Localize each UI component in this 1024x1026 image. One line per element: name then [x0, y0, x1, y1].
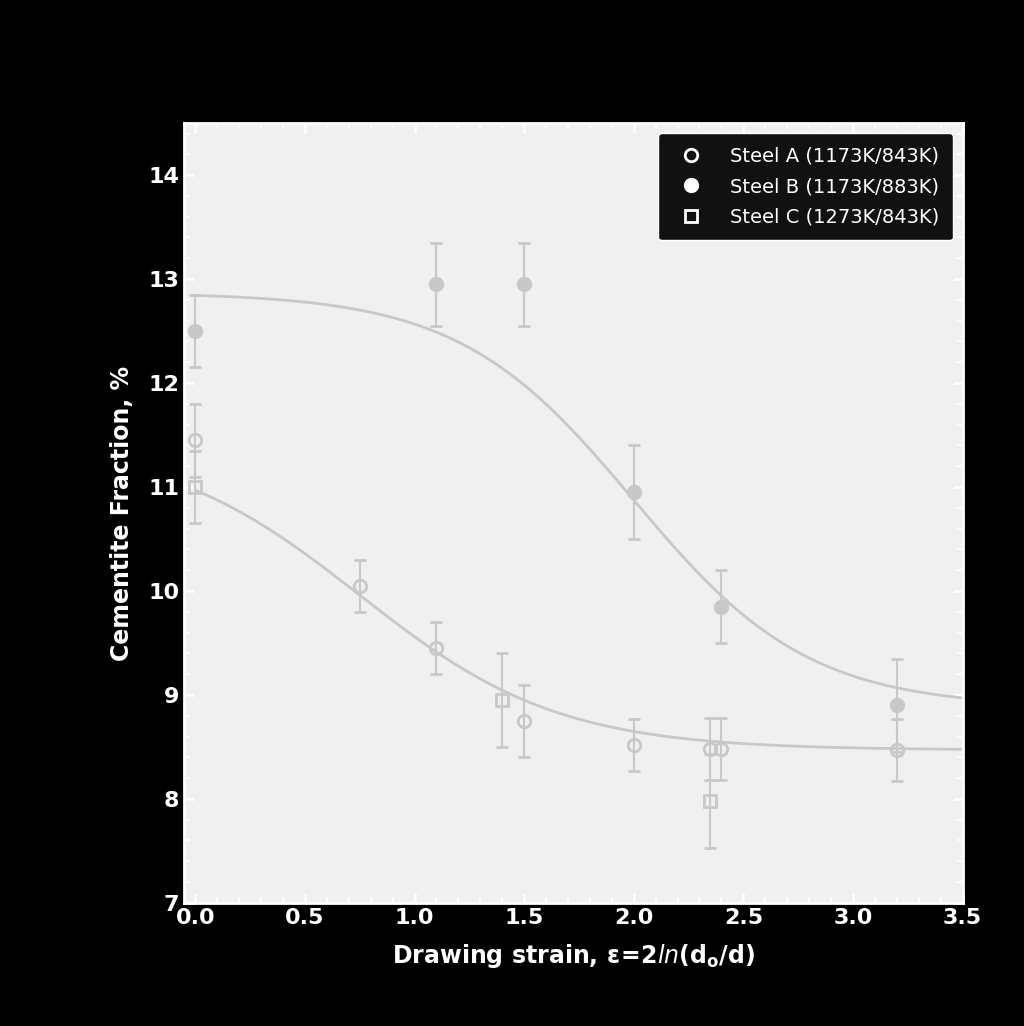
Legend: Steel A (1173K/843K), Steel B (1173K/883K), Steel C (1273K/843K): Steel A (1173K/843K), Steel B (1173K/883… [658, 132, 953, 240]
Y-axis label: Cementite Fraction, %: Cementite Fraction, % [111, 365, 134, 661]
X-axis label: Drawing strain, $\mathbf{\varepsilon\!=\!2\mathit{ln}(d_o/d)}$: Drawing strain, $\mathbf{\varepsilon\!=\… [392, 942, 755, 970]
